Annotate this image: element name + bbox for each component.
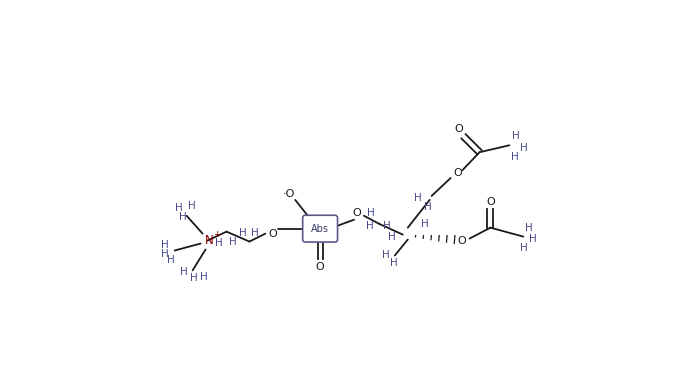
Text: O: O: [457, 236, 466, 246]
Text: H: H: [383, 221, 391, 231]
Text: +: +: [213, 230, 221, 239]
Text: H: H: [188, 201, 195, 211]
Text: H: H: [521, 243, 528, 252]
Text: H: H: [215, 237, 223, 248]
Text: O: O: [454, 124, 463, 134]
Text: H: H: [161, 250, 169, 259]
Text: O: O: [486, 197, 495, 207]
Text: N: N: [205, 234, 214, 247]
Text: H: H: [382, 250, 389, 261]
Text: H: H: [421, 219, 429, 229]
Text: H: H: [424, 202, 431, 212]
Text: H: H: [167, 255, 174, 265]
Text: H: H: [388, 232, 396, 241]
FancyBboxPatch shape: [303, 215, 338, 242]
Text: H: H: [161, 240, 169, 250]
Text: H: H: [239, 228, 246, 237]
Text: H: H: [526, 223, 533, 233]
Text: H: H: [200, 272, 207, 282]
Text: H: H: [190, 273, 198, 283]
Text: O: O: [315, 262, 325, 272]
Text: H: H: [366, 221, 374, 231]
Text: H: H: [529, 233, 537, 244]
Text: H: H: [174, 203, 183, 213]
Text: H: H: [390, 258, 398, 268]
Text: O: O: [453, 168, 462, 178]
Text: H: H: [414, 193, 422, 203]
Text: H: H: [367, 208, 375, 218]
Text: H: H: [512, 131, 520, 141]
Text: H: H: [180, 267, 188, 277]
Text: H: H: [251, 228, 258, 237]
Text: Abs: Abs: [311, 224, 329, 234]
Text: H: H: [179, 212, 186, 222]
Text: O: O: [352, 208, 362, 218]
Text: O: O: [268, 229, 276, 239]
Text: H: H: [512, 152, 519, 162]
Text: H: H: [228, 237, 237, 247]
Text: H: H: [521, 143, 528, 153]
Text: ·O: ·O: [283, 189, 295, 199]
